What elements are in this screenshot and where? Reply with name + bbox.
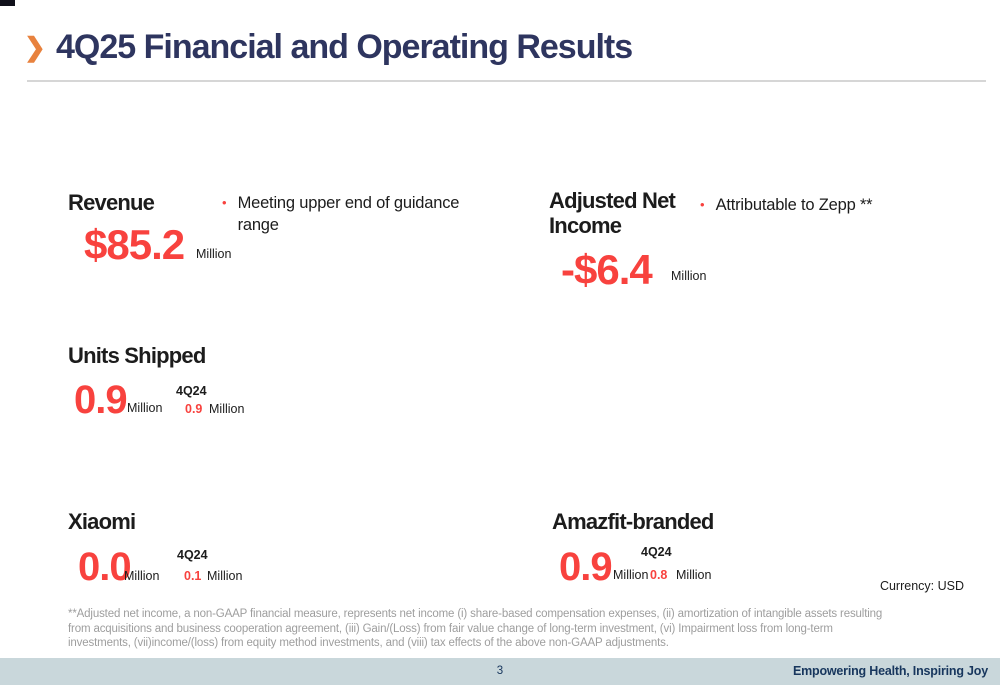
units-shipped-prior-unit: Million (209, 402, 245, 416)
footer-bar: 3 Empowering Health, Inspiring Joy (0, 658, 1000, 685)
bullet-dot-icon: • (700, 197, 705, 212)
footnote-line-3: investments, (vii)income/(loss) from equ… (68, 637, 669, 649)
amazfit-branded-label: Amazfit-branded (552, 509, 714, 534)
adjusted-net-income-label-line1: Adjusted Net (549, 188, 676, 213)
bullet-dot-icon: • (222, 195, 227, 210)
xiaomi-prior-value: 0.1 (184, 569, 202, 583)
adjusted-net-income-value: -$6.4 (561, 246, 653, 293)
corner-mark (0, 0, 15, 6)
units-shipped-unit: Million (127, 401, 163, 415)
adjusted-net-income-bullet: • Attributable to Zepp ** (700, 194, 873, 216)
amazfit-branded-prior-unit: Million (676, 568, 712, 582)
revenue-bullet: • Meeting upper end of guidance range (222, 192, 497, 236)
revenue-bullet-text: Meeting upper end of guidance range (237, 194, 460, 234)
amazfit-branded-prior-period: 4Q24 (641, 545, 672, 559)
chevron-right-icon: ❯ (24, 32, 46, 62)
revenue-unit: Million (196, 247, 232, 261)
units-shipped-prior-period: 4Q24 (176, 384, 207, 398)
xiaomi-prior-unit: Million (207, 569, 243, 583)
xiaomi-label: Xiaomi (68, 509, 136, 534)
revenue-value: $85.2 (84, 221, 185, 268)
footnote-line-2: from acquisitions and business cooperati… (68, 622, 833, 635)
page-number: 3 (496, 665, 504, 677)
footnote: **Adjusted net income, a non-GAAP financ… (68, 607, 882, 651)
adjusted-net-income-unit: Million (671, 269, 707, 283)
adjusted-net-income-label-line2: Income (549, 213, 622, 238)
xiaomi-value: 0.0 (78, 545, 132, 589)
currency-note: Currency: USD (879, 579, 964, 593)
revenue-label: Revenue (68, 190, 155, 215)
adjusted-net-income-bullet-text: Attributable to Zepp ** (715, 196, 873, 214)
amazfit-branded-prior-value: 0.8 (650, 568, 668, 582)
amazfit-branded-value: 0.9 (559, 545, 613, 589)
footer-tagline: Empowering Health, Inspiring Joy (792, 664, 988, 678)
page-title: 4Q25 Financial and Operating Results (56, 28, 633, 66)
units-shipped-prior-value: 0.9 (185, 402, 203, 416)
units-shipped-value: 0.9 (74, 378, 128, 422)
units-shipped-label: Units Shipped (68, 343, 206, 368)
xiaomi-prior-period: 4Q24 (177, 548, 208, 562)
amazfit-branded-unit: Million (613, 568, 649, 582)
footnote-line-1: **Adjusted net income, a non-GAAP financ… (68, 608, 883, 620)
title-divider (27, 80, 986, 82)
xiaomi-unit: Million (124, 569, 160, 583)
